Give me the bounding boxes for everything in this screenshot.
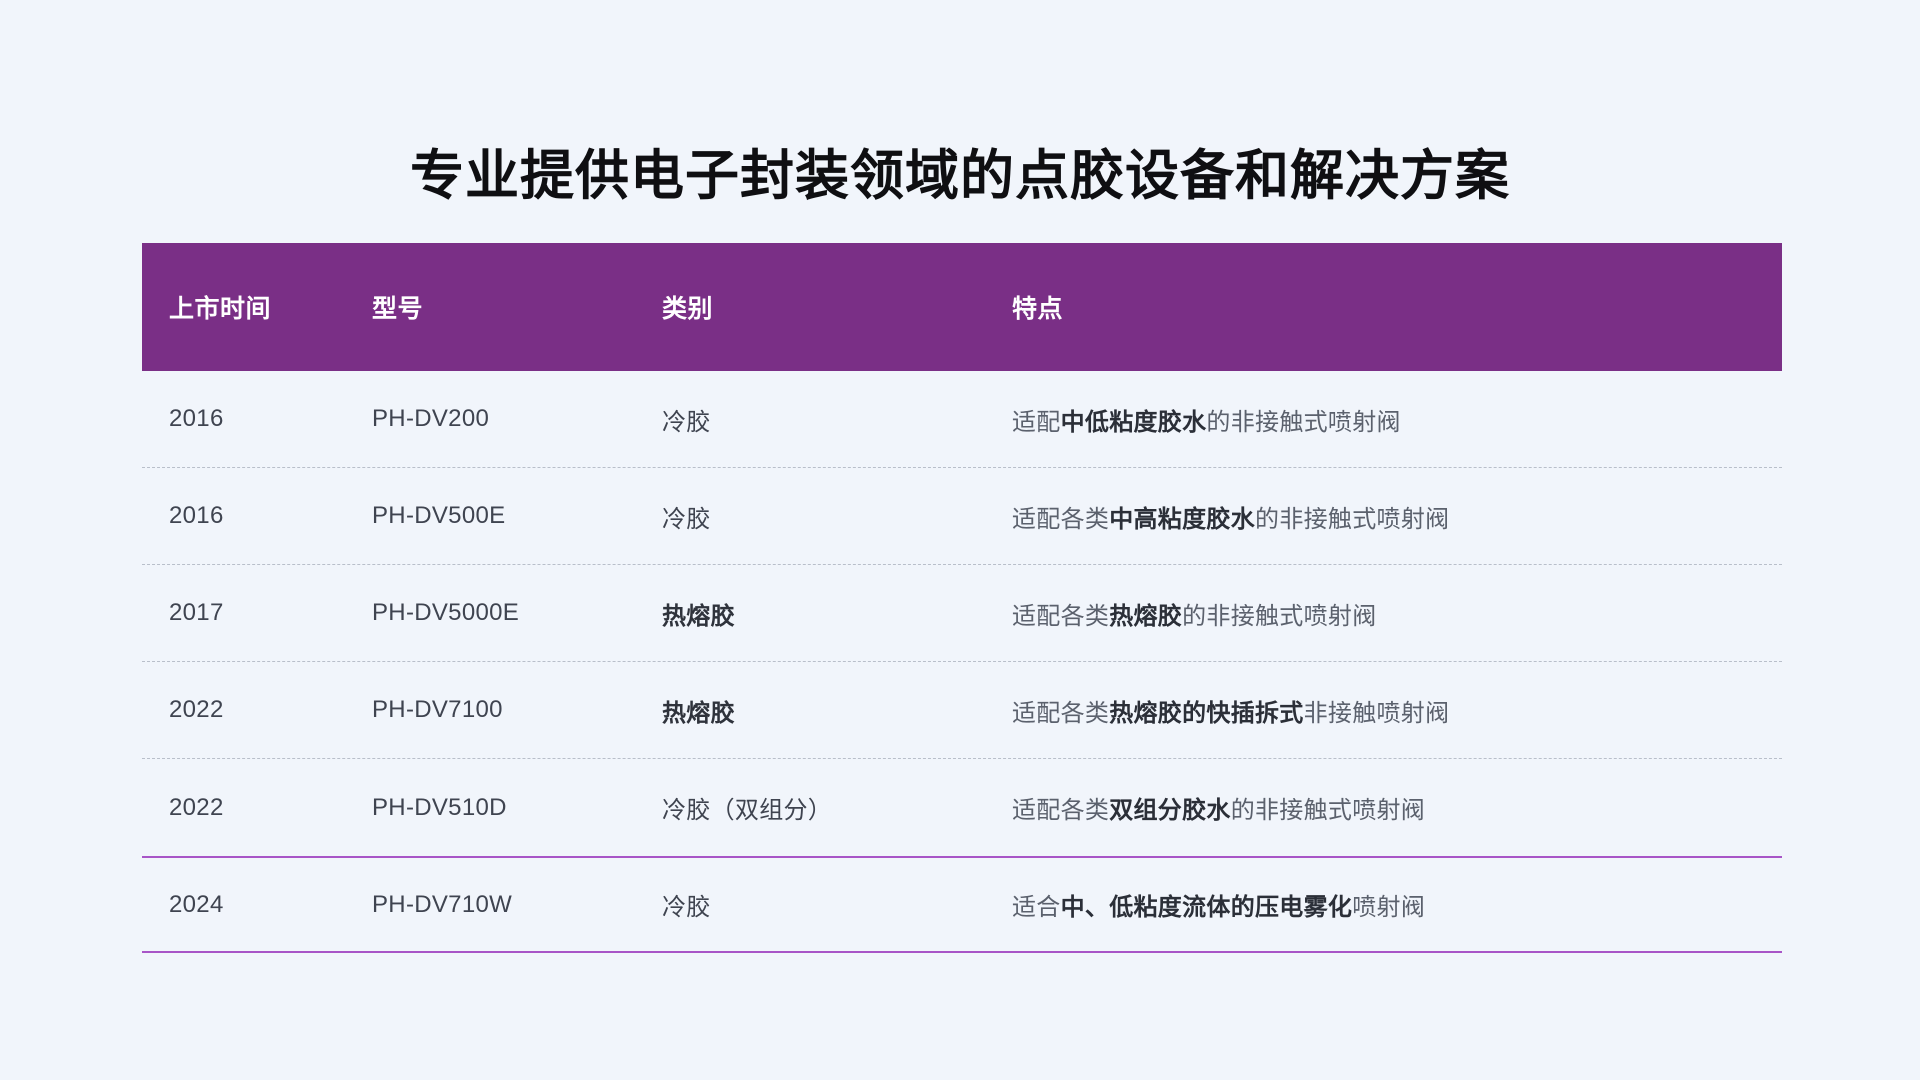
cell-feature: 适配各类热熔胶的非接触式喷射阀 [1012,602,1377,630]
cell-feature: 适配中低粘度胶水的非接触式喷射阀 [1012,408,1401,436]
cell-category: 冷胶 [662,505,711,533]
table-body: 2016 PH-DV200 冷胶 适配中低粘度胶水的非接触式喷射阀 2016 PH-DV5… [142,371,1782,953]
cell-year: 2022 [169,696,224,723]
column-header-feature: 特点 [1012,295,1064,323]
cell-feature: 适配各类双组分胶水的非接触式喷射阀 [1012,797,1426,824]
column-header-category: 类别 [662,295,714,323]
table-row[interactable]: 2022 PH-DV510D 冷胶（双组分） 适配各类双组分胶水的非接触式喷射阀 [142,759,1782,856]
table-header-row: 上市时间 型号 类别 特点 [142,243,1782,371]
cell-year: 2024 [169,890,224,918]
cell-year: 2016 [169,405,224,432]
feature-highlight: 双组分胶水 [1109,797,1231,824]
cell-feature: 适合中、低粘度流体的压电雾化喷射阀 [1012,894,1426,921]
feature-highlight: 热熔胶 [1109,602,1183,630]
cell-model: PH-DV510D [372,793,507,821]
cell-category: 冷胶 [662,894,711,921]
table-row[interactable]: 2016 PH-DV200 冷胶 适配中低粘度胶水的非接触式喷射阀 [142,371,1782,468]
table-row[interactable]: 2017 PH-DV5000E 热熔胶 适配各类热熔胶的非接触式喷射阀 [142,565,1782,662]
cell-feature: 适配各类中高粘度胶水的非接触式喷射阀 [1012,505,1450,533]
cell-feature: 适配各类热熔胶的快插拆式非接触喷射阀 [1012,699,1450,727]
cell-model: PH-DV5000E [372,599,520,626]
product-table: 上市时间 型号 类别 特点 2016 PH-DV200 冷胶 适配中低粘度胶水的非接触… [142,243,1782,953]
cell-model: PH-DV200 [372,405,490,432]
cell-model: PH-DV7100 [372,696,503,723]
page-title: 专业提供电子封装领域的点胶设备和解决方案 [410,146,1510,207]
table-row[interactable]: 2016 PH-DV500E 冷胶 适配各类中高粘度胶水的非接触式喷射阀 [142,468,1782,565]
cell-category: 热熔胶 [662,602,735,630]
feature-highlight: 中、低粘度流体的压电雾化 [1060,894,1353,921]
cell-category: 冷胶 [662,408,711,436]
cell-category: 冷胶（双组分） [662,797,833,824]
cell-year: 2017 [169,599,224,626]
column-header-year: 上市时间 [169,295,272,323]
cell-year: 2016 [169,502,224,529]
table-row[interactable]: 2022 PH-DV7100 热熔胶 适配各类热熔胶的快插拆式非接触喷射阀 [142,662,1782,759]
column-header-model: 型号 [372,295,424,323]
cell-model: PH-DV710W [372,890,513,918]
table-row[interactable]: 2024 PH-DV710W 冷胶 适合中、低粘度流体的压电雾化喷射阀 [142,856,1782,953]
cell-model: PH-DV500E [372,502,506,529]
feature-highlight: 热熔胶的快插拆式 [1109,699,1304,727]
cell-year: 2022 [169,793,224,821]
cell-category: 热熔胶 [662,699,735,727]
feature-highlight: 中低粘度胶水 [1060,408,1207,436]
feature-highlight: 中高粘度胶水 [1109,505,1256,533]
